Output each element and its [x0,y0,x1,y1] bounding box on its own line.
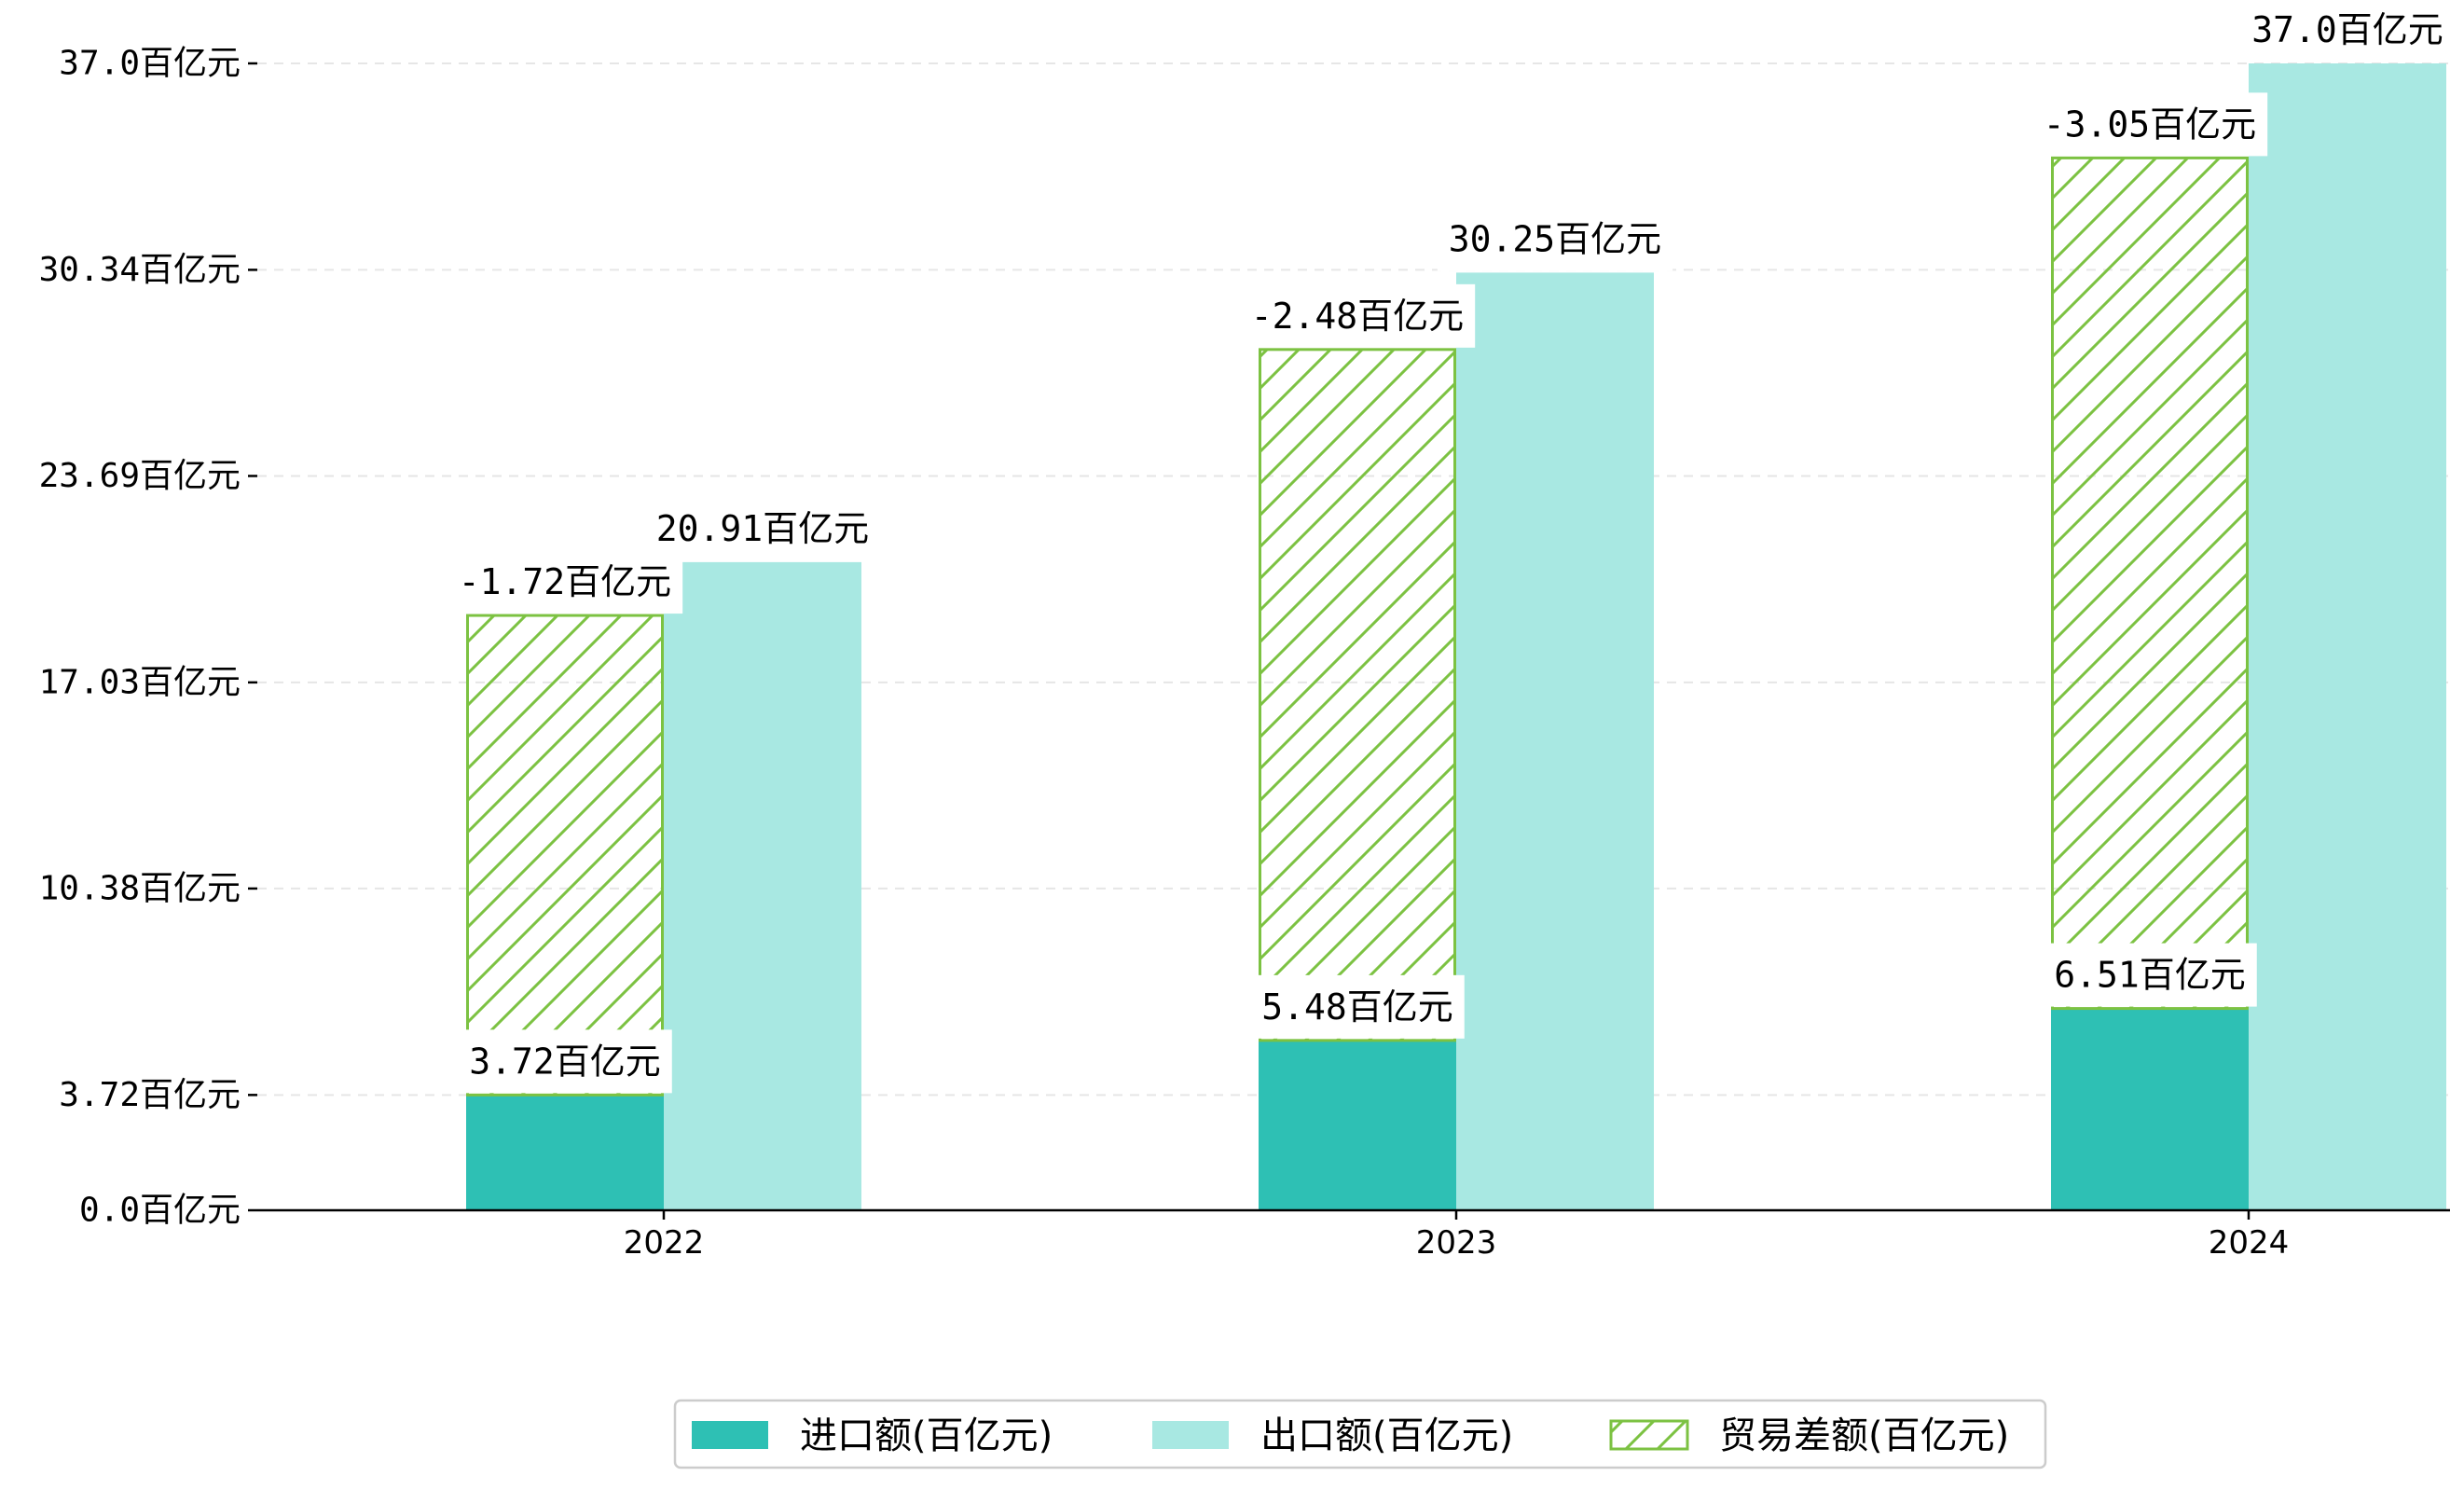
y-tick-label: 0.0百亿元 [79,1192,241,1230]
import-value-label-text: 6.51百亿元 [2054,955,2246,996]
balance-value-label-bg [2031,92,2268,157]
balance-value-label: -2.48百亿元 [1239,283,1476,348]
legend-balance-label: 贸易差额(百亿元) [1719,1414,2009,1457]
export-bar [1456,272,1654,1210]
export-value-label-text: 20.91百亿元 [656,508,869,549]
export-value-label-bg [1437,207,1673,271]
x-tick-label: 2024 [2209,1224,2290,1262]
export-value-label: 20.91百亿元 [644,496,881,560]
balance-bar [1259,348,1456,1042]
axes: 0.0百亿元 3.72百亿元 10.38百亿元 17.03百亿元 23.69百亿元 30.… [39,45,2450,1262]
export-bar [664,561,861,1210]
import-value-label-text: 3.72百亿元 [469,1041,661,1082]
y-tick-label: 30.34百亿元 [39,251,241,289]
x-tick-label: 2022 [624,1224,705,1262]
data-labels: 20.91百亿元 -1.72百亿元 3.72百亿元 30.25百亿元 -2.48百亿元 5… [447,0,2455,1094]
y-tick-label: 17.03百亿元 [39,663,241,701]
balance-value-label-bg [447,550,683,614]
legend-balance-swatch [1609,1419,1689,1451]
import-bar [1259,1040,1456,1210]
export-value-label: 37.0百亿元 [2240,0,2455,62]
import-bar [466,1095,664,1210]
import-value-label-bg [1250,974,1465,1039]
legend-import-label: 进口额(百亿元) [800,1414,1053,1457]
balance-value-label: -1.72百亿元 [447,550,683,614]
legend-box [673,1399,2047,1469]
import-value-label-bg [458,1029,672,1094]
legend-export-swatch [1152,1421,1229,1449]
import-value-label-text: 5.48百亿元 [1261,986,1453,1028]
export-value-label-bg [2240,0,2455,62]
y-tick-label: 37.0百亿元 [59,45,241,83]
import-value-label-bg [2043,943,2257,1007]
y-tick-label: 23.69百亿元 [39,457,241,495]
balance-value-label-bg [1239,283,1476,348]
balance-value-label-text: -2.48百亿元 [1251,296,1464,337]
x-tick-label: 2023 [1416,1224,1497,1262]
export-value-label-text: 30.25百亿元 [1449,218,1661,259]
bars [466,63,2446,1210]
y-tick-label: 3.72百亿元 [59,1076,241,1114]
legend: 进口额(百亿元) 出口额(百亿元) 贸易差额(百亿元) [673,1399,2047,1469]
export-value-label-bg [644,496,881,560]
balance-value-label-text: -1.72百亿元 [459,561,671,602]
y-tick-label: 10.38百亿元 [39,869,241,907]
import-value-label: 6.51百亿元 [2043,943,2257,1007]
balance-bar [466,614,664,1097]
balance-bar [2051,156,2249,1011]
export-bar [2249,63,2446,1210]
export-value-label: 30.25百亿元 [1437,207,1673,271]
legend-export-label: 出口额(百亿元) [1260,1414,1513,1457]
import-value-label: 3.72百亿元 [458,1029,672,1094]
balance-value-label-text: -3.05百亿元 [2044,103,2256,145]
import-value-label: 5.48百亿元 [1250,974,1465,1039]
import-bar [2051,1008,2249,1210]
export-value-label-text: 37.0百亿元 [2251,9,2443,50]
balance-value-label: -3.05百亿元 [2031,92,2268,157]
legend-import-swatch [692,1421,768,1449]
